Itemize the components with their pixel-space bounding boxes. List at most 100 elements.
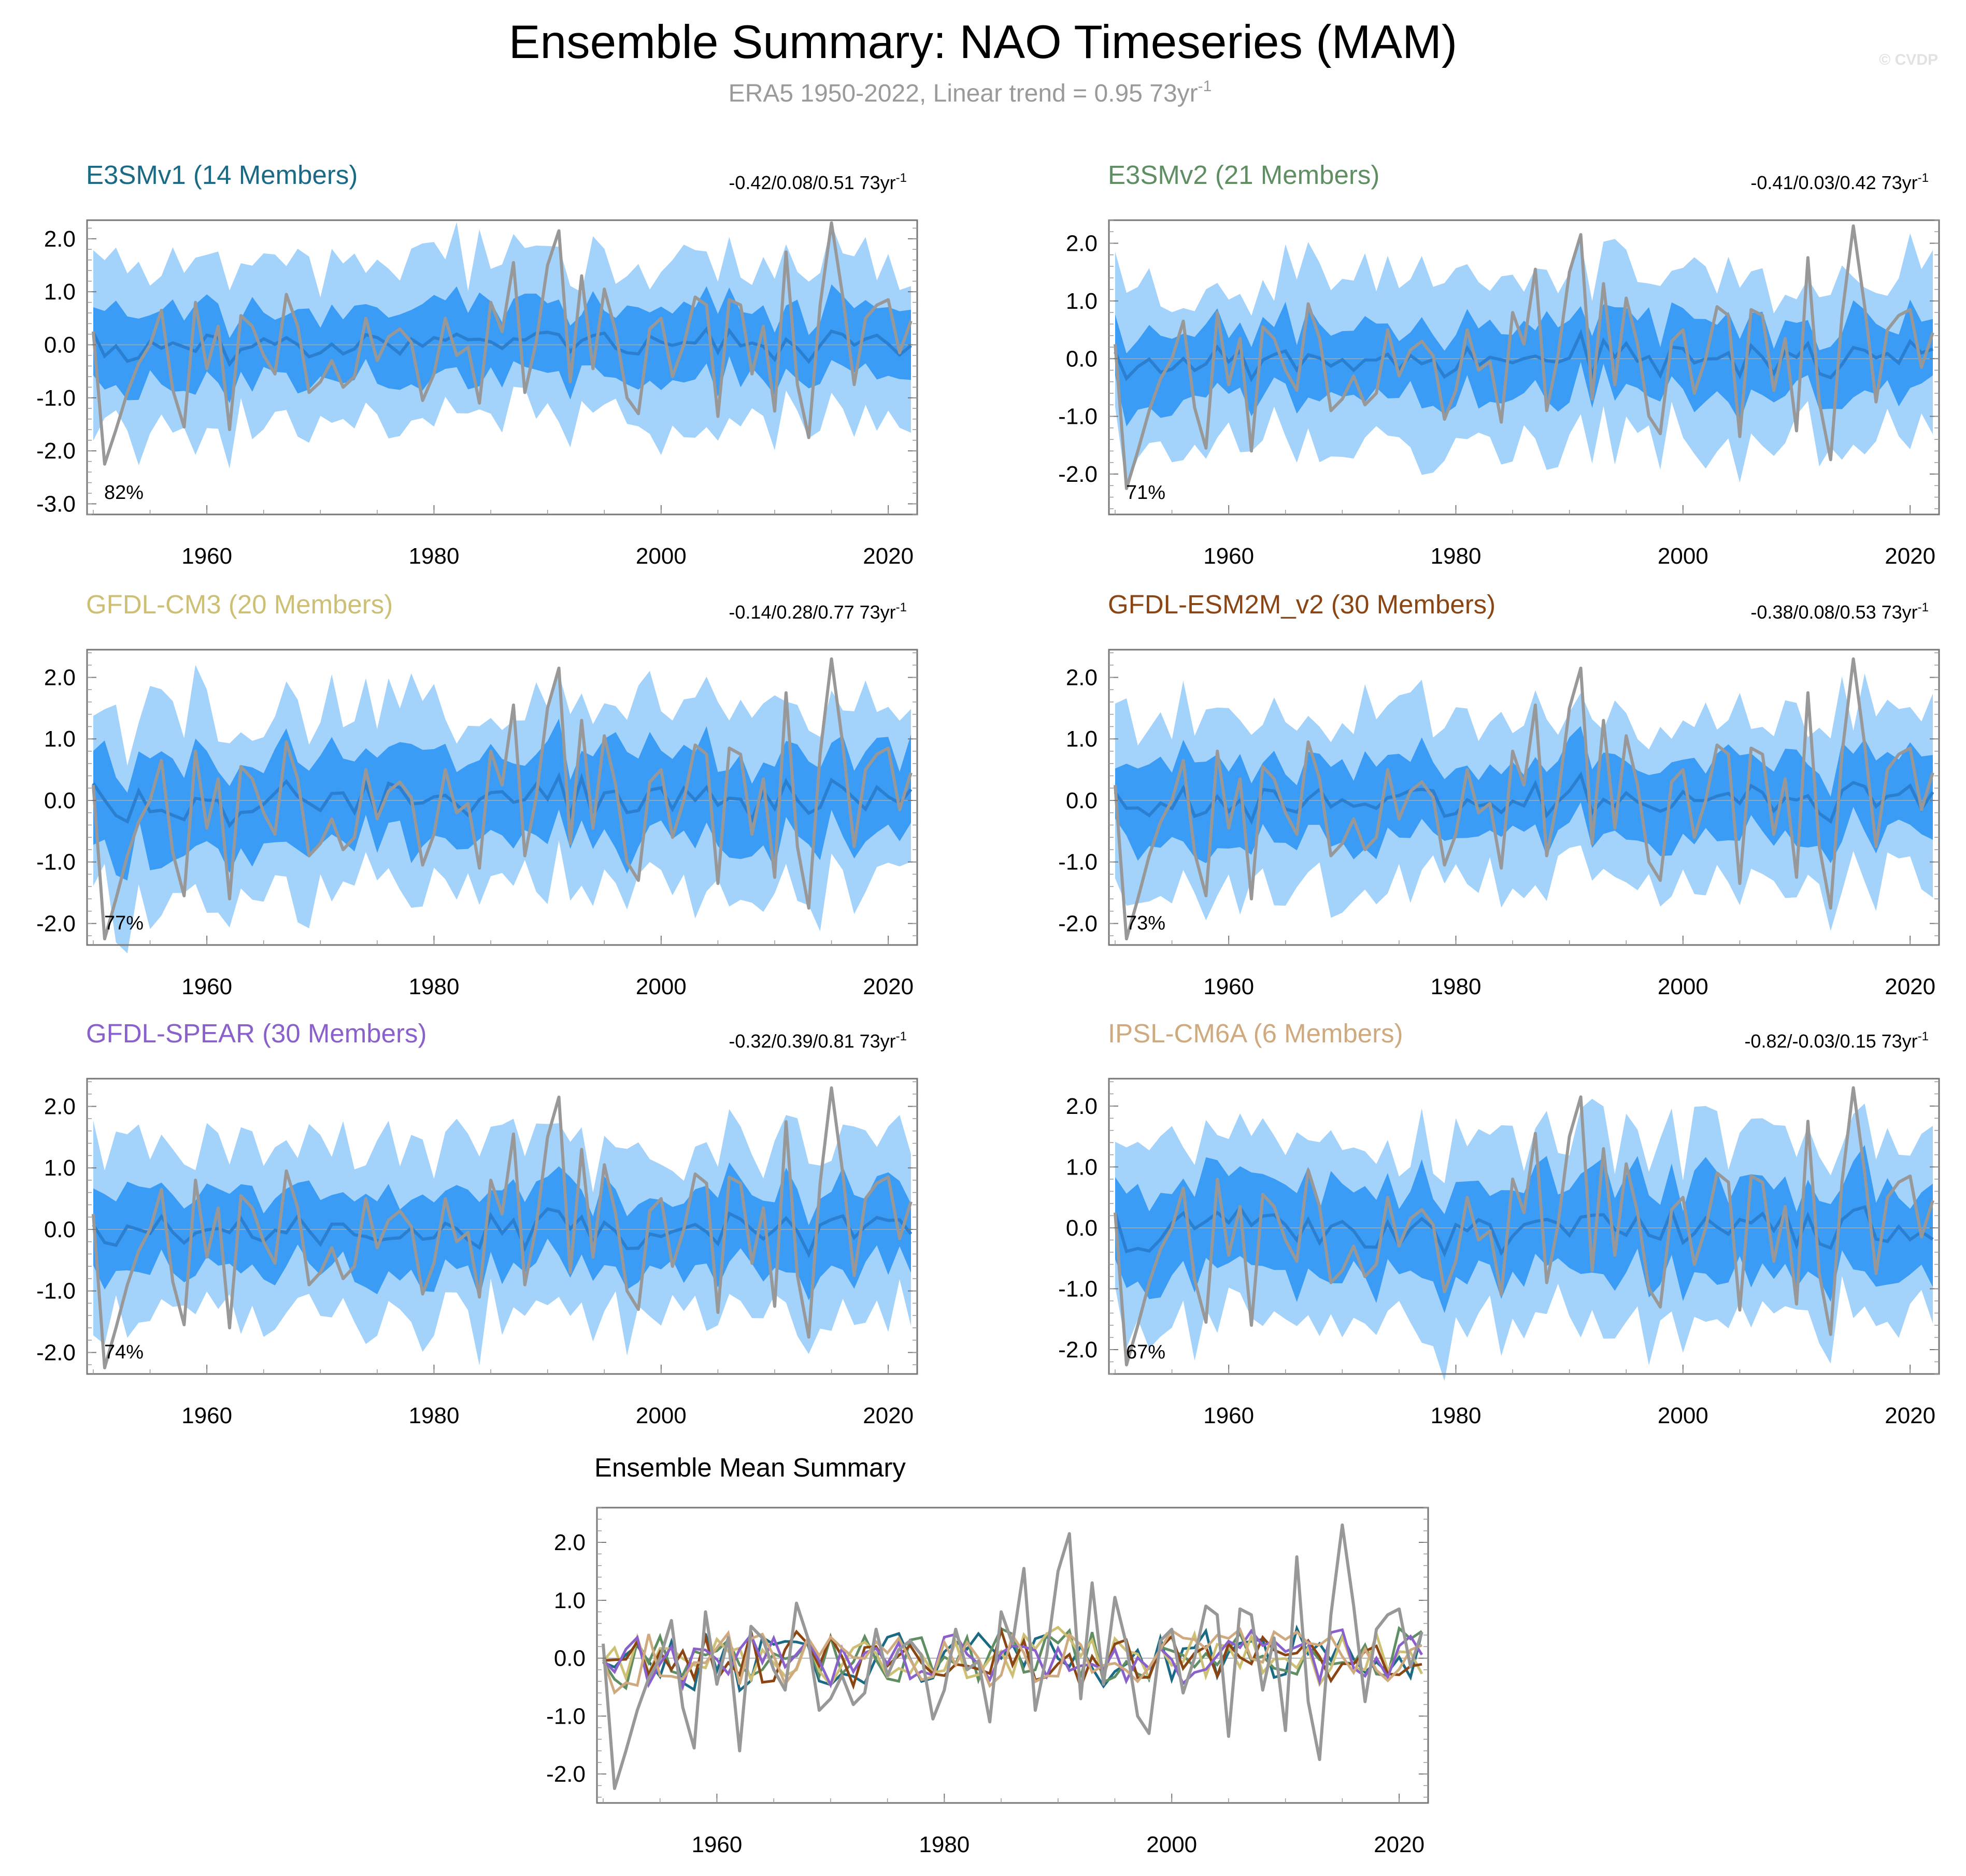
ensemble-mean-line: [92, 772, 913, 828]
x-tick-label: 1980: [409, 974, 460, 999]
panel-trend-stats: -0.14/0.28/0.77 73yr-1: [729, 600, 907, 623]
x-tick-label: 1980: [409, 1403, 460, 1428]
panel-trend-stats: -0.32/0.39/0.81 73yr-1: [729, 1029, 907, 1052]
y-tick-label: 0.0: [44, 333, 76, 358]
subtitle-sup: -1: [1198, 78, 1212, 95]
y-tick-label: 2.0: [44, 226, 76, 252]
x-tick-label: 1960: [181, 1403, 232, 1428]
plot-frame: [86, 219, 918, 515]
y-tick-label: 1.0: [1066, 726, 1098, 752]
panel-4: 2.0 1.0 0.0 -1.0 -2.0 1960 1980 2000 2020 GFDL-SP…: [36, 1019, 918, 1428]
x-tick-label: 2020: [1885, 974, 1935, 999]
y-tick-label: 0.0: [1066, 346, 1098, 371]
y-tick-label: -2.0: [36, 911, 76, 936]
y-tick-label: -1.0: [36, 1279, 76, 1304]
figure-title: Ensemble Summary: NAO Timeseries (MAM): [509, 16, 1457, 68]
y-tick-label: 0.0: [554, 1646, 586, 1671]
ensemble-mean-line: [92, 1207, 913, 1258]
watermark: © CVDP: [1879, 51, 1938, 68]
y-tick-label: 2.0: [1066, 665, 1098, 690]
panel-title: GFDL-ESM2M_v2 (30 Members): [1108, 590, 1495, 619]
percent-label: 71%: [1126, 482, 1165, 504]
observations-line: [1114, 1086, 1934, 1367]
y-tick-label: 0.0: [1066, 1215, 1098, 1241]
ensemble-mean-line: [1114, 771, 1934, 825]
trend-stats-sup: -1: [896, 1029, 907, 1043]
model-mean-line-3: [603, 1625, 1422, 1691]
x-tick-label: 2000: [636, 974, 687, 999]
trend-stats-text: -0.14/0.28/0.77 73yr: [729, 602, 895, 623]
x-tick-label: 2020: [1885, 543, 1935, 569]
panel-trend-stats: -0.82/-0.03/0.15 73yr-1: [1744, 1029, 1929, 1052]
x-tick-label: 1980: [1431, 974, 1481, 999]
y-tick-label: 1.0: [1066, 1154, 1098, 1180]
y-tick-label: 2.0: [44, 1094, 76, 1119]
y-tick-label: -2.0: [1058, 1337, 1098, 1363]
trend-stats-text: -0.42/0.08/0.51 73yr: [729, 172, 895, 193]
x-tick-label: 2000: [1658, 1403, 1708, 1428]
y-tick-label: -2.0: [36, 1340, 76, 1365]
x-tick-label: 2020: [863, 1403, 914, 1428]
trend-stats-text: -0.32/0.39/0.81 73yr: [729, 1030, 895, 1052]
percent-label: 67%: [1126, 1341, 1165, 1363]
y-tick-label: -3.0: [36, 492, 76, 517]
trend-stats-sup: -1: [1918, 1029, 1929, 1043]
x-tick-label: 2000: [1146, 1832, 1197, 1857]
x-tick-label: 1960: [181, 974, 232, 999]
observations-line: [602, 1523, 1423, 1791]
panel-3: 2.0 1.0 0.0 -1.0 -2.0 1960 1980 2000 2020 GFDL-ES…: [1058, 590, 1940, 999]
y-tick-label: 0.0: [1066, 788, 1098, 813]
observations-line: [92, 221, 913, 466]
x-tick-label: 2000: [636, 1403, 687, 1428]
x-tick-label: 2000: [1658, 543, 1708, 569]
panel-2: 2.0 1.0 0.0 -1.0 -2.0 1960 1980 2000 2020 GFDL-CM…: [36, 590, 918, 999]
panel-6: 2.0 1.0 0.0 -1.0 -2.0 1960 1980 2000 2020 Ensembl…: [546, 1453, 1429, 1857]
y-tick-label: -1.0: [546, 1703, 586, 1729]
trend-stats-sup: -1: [896, 171, 907, 185]
x-tick-label: 1980: [919, 1832, 970, 1857]
x-tick-label: 1960: [1203, 1403, 1254, 1428]
panel-trend-stats: -0.41/0.03/0.42 73yr-1: [1750, 171, 1929, 193]
y-tick-label: 0.0: [44, 788, 76, 813]
x-tick-label: 2020: [1885, 1403, 1935, 1428]
panel-trend-stats: -0.38/0.08/0.53 73yr-1: [1750, 600, 1929, 623]
panel-trend-stats: -0.42/0.08/0.51 73yr-1: [729, 171, 907, 193]
y-tick-label: -2.0: [36, 438, 76, 464]
trend-stats-sup: -1: [896, 600, 907, 614]
panel-title: IPSL-CM6A (6 Members): [1108, 1019, 1403, 1048]
x-tick-label: 2020: [1374, 1832, 1424, 1857]
y-tick-label: -2.0: [1058, 462, 1098, 487]
panel-0: 2.0 1.0 0.0 -1.0 -2.0 -3.0 1960 1980 2000 2020 E3S…: [36, 160, 918, 569]
x-tick-label: 2020: [863, 974, 914, 999]
panel-5: 2.0 1.0 0.0 -1.0 -2.0 1960 1980 2000 2020 IPSL-CM…: [1058, 1019, 1940, 1428]
x-tick-label: 1980: [1431, 543, 1481, 569]
y-tick-label: -1.0: [1058, 850, 1098, 875]
x-tick-label: 1960: [691, 1832, 742, 1857]
x-tick-label: 2020: [863, 543, 914, 569]
y-tick-label: 1.0: [44, 279, 76, 305]
y-tick-label: 2.0: [44, 665, 76, 690]
x-tick-label: 1960: [181, 543, 232, 569]
y-tick-label: 1.0: [1066, 289, 1098, 314]
plot-frame: [86, 649, 918, 946]
x-tick-label: 1980: [1431, 1403, 1481, 1428]
observations-line: [1114, 224, 1934, 490]
y-tick-label: 0.0: [44, 1217, 76, 1242]
y-tick-label: -2.0: [546, 1762, 586, 1787]
y-tick-label: 1.0: [44, 1155, 76, 1181]
ensemble-summary-title: Ensemble Mean Summary: [594, 1453, 906, 1482]
panels: 2.0 1.0 0.0 -1.0 -2.0 -3.0 1960 1980 2000 2020 E3S…: [36, 160, 1940, 1857]
percent-label: 73%: [1126, 912, 1165, 934]
figure-subtitle: ERA5 1950-2022, Linear trend = 0.95 73yr…: [729, 78, 1212, 107]
plot-frame: [1108, 649, 1940, 946]
panel-title: GFDL-SPEAR (30 Members): [86, 1019, 426, 1048]
panel-title: E3SMv1 (14 Members): [86, 160, 358, 190]
observations-line: [92, 657, 913, 941]
trend-stats-sup: -1: [1918, 600, 1929, 614]
y-tick-label: 1.0: [554, 1588, 586, 1613]
panel-title: GFDL-CM3 (20 Members): [86, 590, 393, 619]
percent-label: 77%: [104, 912, 144, 934]
x-tick-label: 1980: [409, 543, 460, 569]
model-mean-line-4: [602, 1628, 1423, 1692]
